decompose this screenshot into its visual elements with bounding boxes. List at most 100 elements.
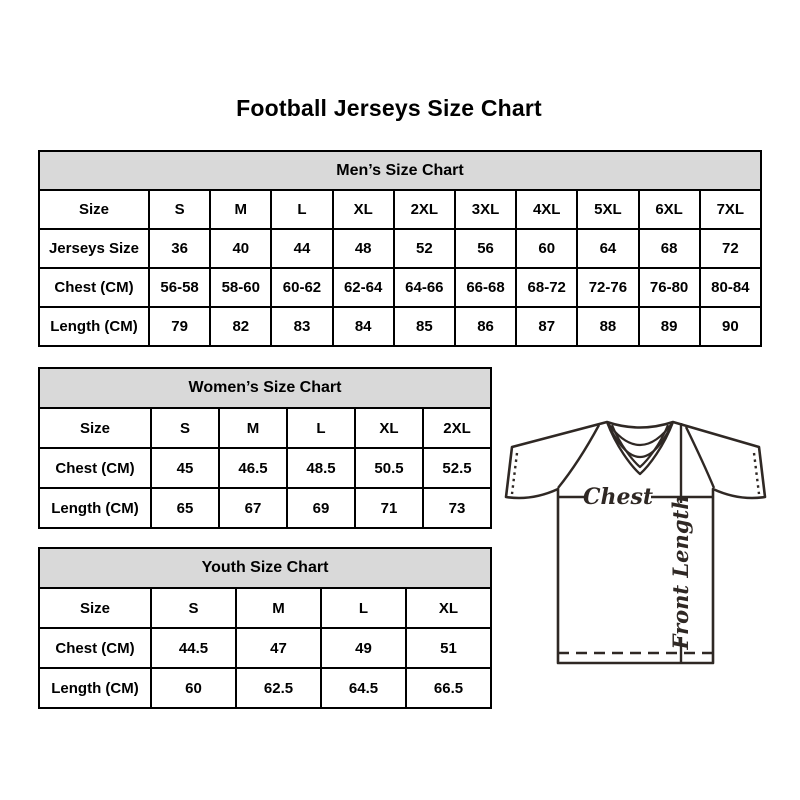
row-label: Length (CM) [38,667,152,709]
table-cell: 79 [147,306,212,347]
table-cell: 89 [637,306,701,347]
table-cell: 64.5 [320,667,407,709]
collar-band-arc-2 [606,421,674,459]
row-label: Size [38,189,150,230]
row-label: Chest (CM) [38,267,150,308]
table-cell: 51 [405,627,492,669]
table-cell: 49 [320,627,407,669]
table-row: Chest (CM) 45 46.5 48.5 50.5 52.5 [38,447,492,489]
table-cell: 90 [698,306,763,347]
table-row: Size S M L XL [38,587,492,629]
row-label: Size [38,407,152,449]
table-cell: 87 [515,306,579,347]
chest-label: Chest [583,484,653,510]
table-cell: XL [354,407,424,449]
table-cell: 88 [576,306,640,347]
table-cell: 60-62 [270,267,334,308]
table-cell: 67 [218,487,288,529]
table-row: Chest (CM) 44.5 47 49 51 [38,627,492,669]
table-cell: 71 [354,487,424,529]
table-cell: 46.5 [218,447,288,489]
mens-size-table: Men’s Size Chart Size S M L XL 2XL 3XL 4XL 5XL 6XL… [38,150,763,347]
table-cell: 48.5 [286,447,356,489]
table-cell: 72-76 [576,267,640,308]
table-cell: 66.5 [405,667,492,709]
table-cell: S [150,587,237,629]
table-cell: 80-84 [698,267,763,308]
table-row: Size S M L XL 2XL 3XL 4XL 5XL 6XL 7XL [38,189,763,230]
jersey-outline [504,420,767,665]
table-cell: 56-58 [147,267,212,308]
table-cell: 68-72 [515,267,579,308]
table-cell: 44 [270,228,334,269]
table-row: Length (CM) 60 62.5 64.5 66.5 [38,667,492,709]
table-cell: 72 [698,228,763,269]
table-cell: 62.5 [235,667,322,709]
table-cell: 73 [422,487,492,529]
womens-table-title: Women’s Size Chart [38,367,492,409]
table-cell: 62-64 [331,267,395,308]
table-cell: L [286,407,356,449]
jersey-measurement-diagram: Chest Front Length [504,420,767,665]
table-cell: 48 [331,228,395,269]
row-label: Chest (CM) [38,627,152,669]
table-cell: 60 [515,228,579,269]
table-cell: 47 [235,627,322,669]
table-cell: 65 [150,487,220,529]
table-row: Chest (CM) 56-58 58-60 60-62 62-64 64-66 66-68… [38,267,763,308]
table-row: Length (CM) 79 82 83 84 85 86 87 88 89 90 [38,306,763,347]
right-armhole-seam [684,426,716,489]
chest-label-backing [585,484,651,509]
table-cell: M [209,189,273,230]
table-cell: 66-68 [453,267,518,308]
table-cell: L [270,189,334,230]
front-length-label-backing [669,503,693,637]
table-cell: 44.5 [150,627,237,669]
table-cell: 52.5 [422,447,492,489]
table-cell: 86 [453,306,518,347]
table-cell: 64 [576,228,640,269]
table-cell: 40 [209,228,273,269]
table-row: Size S M L XL 2XL [38,407,492,449]
mens-table-title: Men’s Size Chart [38,150,762,191]
table-cell: XL [405,587,492,629]
table-cell: 6XL [637,189,701,230]
table-row: Jerseys Size 36 40 44 48 52 56 60 64 68 72 [38,228,763,269]
youth-size-table: Youth Size Chart Size S M L XL Chest (CM) 44.5 4… [38,547,492,709]
table-cell: 85 [392,306,456,347]
row-label: Chest (CM) [38,447,152,489]
table-cell: 52 [392,228,456,269]
page-title: Football Jerseys Size Chart [236,95,542,121]
table-row: Length (CM) 65 67 69 71 73 [38,487,492,529]
table-cell: 76-80 [637,267,701,308]
row-label: Length (CM) [38,487,152,529]
table-cell: 36 [147,228,212,269]
table-cell: 2XL [392,189,456,230]
table-cell: 84 [331,306,395,347]
table-cell: S [147,189,212,230]
left-armhole-seam [557,424,601,489]
table-cell: 83 [270,306,334,347]
table-cell: 50.5 [354,447,424,489]
right-cuff-stitch-line [752,452,761,495]
table-cell: L [320,587,407,629]
table-cell: 4XL [515,189,579,230]
vneck-outer-line [605,421,675,476]
table-cell: M [235,587,322,629]
vneck-inner-line [610,424,670,469]
left-cuff-stitch-line [510,452,519,495]
table-cell: 60 [150,667,237,709]
table-cell: S [150,407,220,449]
table-cell: 68 [637,228,701,269]
table-cell: 7XL [698,189,763,230]
row-label: Jerseys Size [38,228,150,269]
row-label: Length (CM) [38,306,150,347]
table-cell: 45 [150,447,220,489]
row-label: Size [38,587,152,629]
table-cell: 5XL [576,189,640,230]
front-length-label: Front Length [668,495,693,651]
womens-size-table: Women’s Size Chart Size S M L XL 2XL Chest (CM)… [38,367,492,529]
table-cell: M [218,407,288,449]
table-cell: 69 [286,487,356,529]
table-cell: 64-66 [392,267,456,308]
